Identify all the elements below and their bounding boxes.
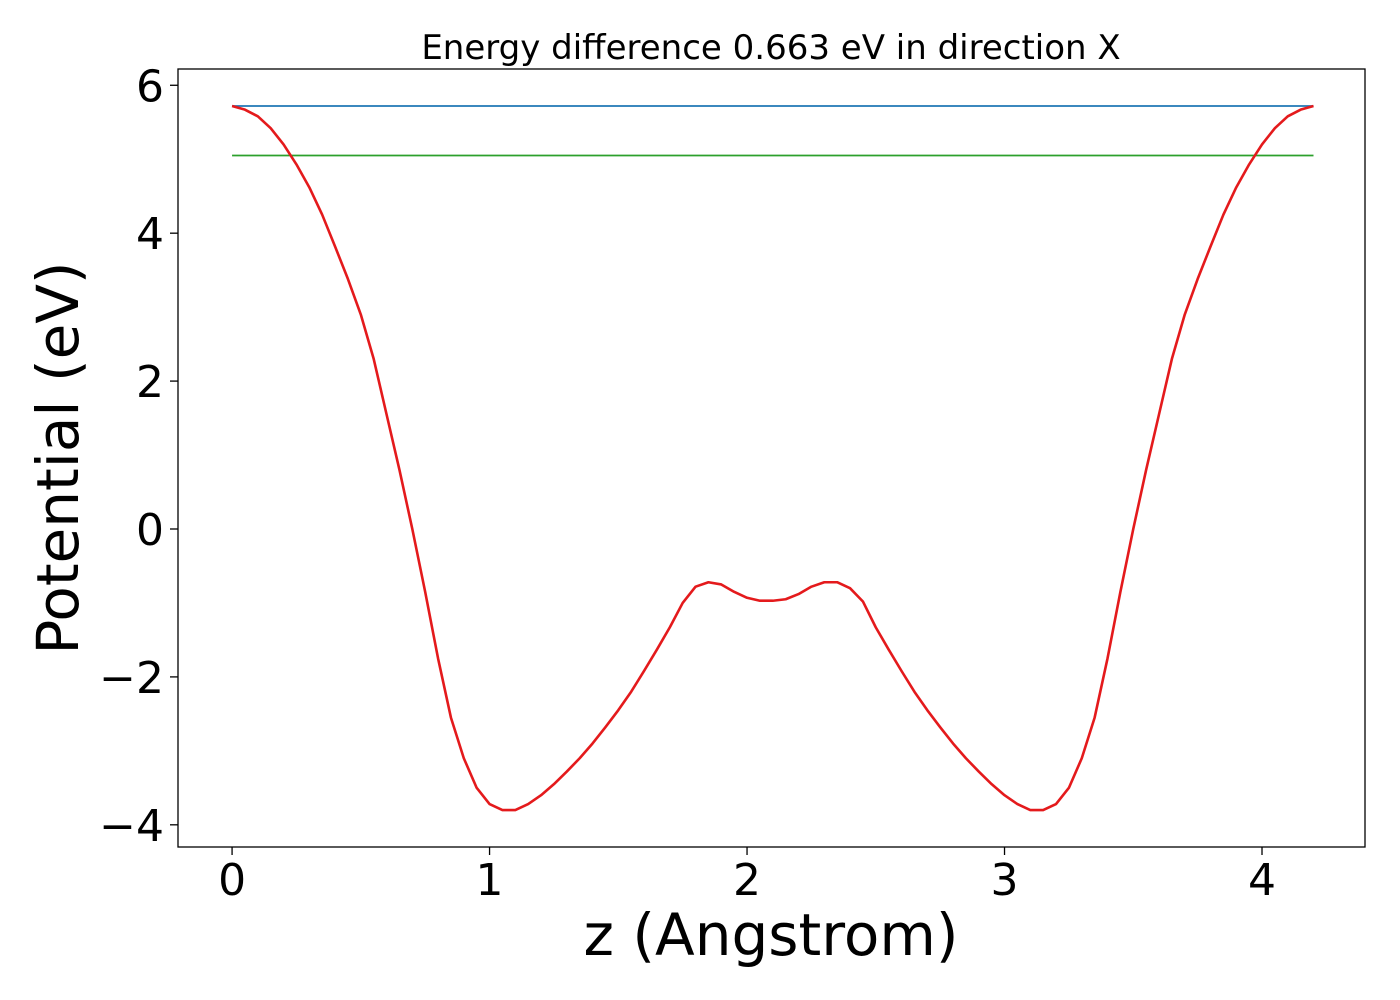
plot-area (177, 68, 1366, 848)
y-axis-ticks: −4 −2 0 2 4 6 (99, 61, 178, 852)
x-tick-label: 4 (1248, 855, 1276, 906)
x-tick-label: 1 (476, 855, 504, 906)
y-tick-label: 6 (136, 61, 164, 112)
y-tick-label: 2 (136, 357, 164, 408)
series-layer (231, 104, 1314, 812)
series-line-potential-curve (231, 104, 1314, 812)
y-tick-label: 4 (136, 209, 164, 260)
x-tick-label: 2 (733, 855, 761, 906)
y-tick-label: 0 (136, 505, 164, 556)
chart-title: Energy difference 0.663 eV in direction … (421, 28, 1120, 68)
plot-frame (177, 68, 1366, 848)
y-axis-label: Potential (eV) (24, 261, 92, 654)
x-axis-ticks: 0 1 2 3 4 (218, 847, 1276, 906)
x-tick-label: 3 (991, 855, 1019, 906)
x-axis-label: z (Angstrom) (584, 901, 959, 969)
x-tick-label: 0 (218, 855, 246, 906)
y-tick-label: −2 (99, 653, 164, 704)
y-tick-label: −4 (99, 801, 164, 852)
